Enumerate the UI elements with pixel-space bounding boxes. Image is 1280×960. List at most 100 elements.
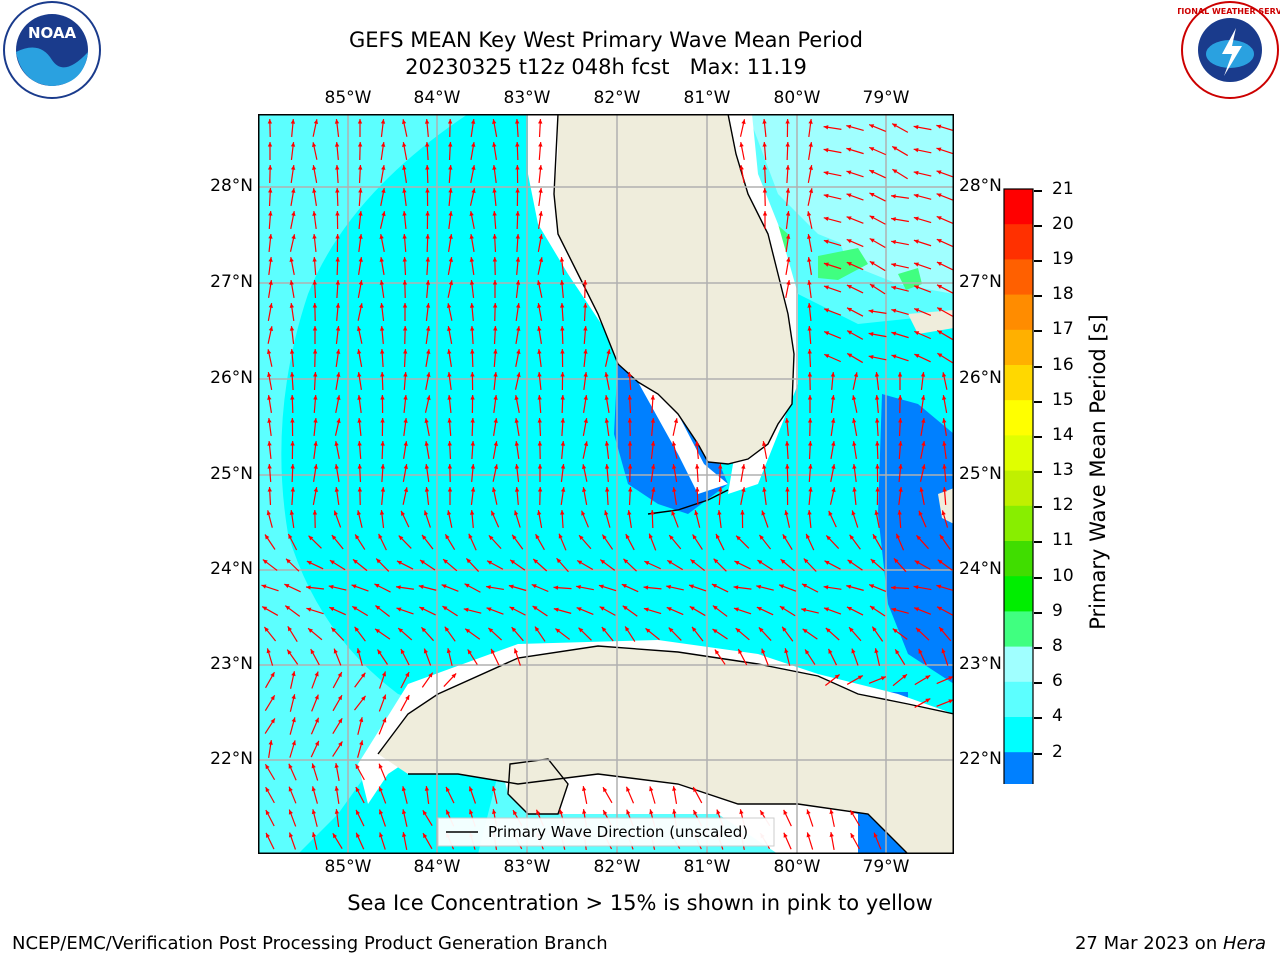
wave-arrow: [688, 584, 707, 592]
wave-arrow: [913, 308, 932, 316]
wave-arrow: [891, 123, 909, 133]
wave-arrow: [380, 394, 385, 414]
colorbar-segment: [1004, 224, 1033, 260]
wave-arrow: [306, 607, 324, 615]
wave-arrow: [599, 559, 616, 571]
wave-arrow: [690, 558, 705, 572]
wave-arrow: [868, 676, 887, 684]
wave-arrow: [827, 648, 838, 666]
wave-arrow: [447, 371, 452, 391]
wave-arrow: [425, 302, 431, 322]
wave-arrow: [492, 464, 499, 482]
wave-arrow: [335, 233, 340, 253]
map-legend: Primary Wave Direction (unscaled): [437, 817, 775, 847]
wave-arrow: [601, 626, 614, 642]
lon-label-bottom: 84°W: [413, 857, 461, 877]
wave-arrow: [914, 698, 931, 708]
wave-arrow: [422, 809, 433, 827]
wave-arrow: [807, 417, 813, 437]
wave-arrow: [576, 560, 594, 570]
wave-arrow: [335, 349, 341, 367]
lat-label-right: 24°N: [959, 559, 1002, 579]
wave-arrow: [806, 832, 814, 850]
wave-arrow: [643, 585, 662, 590]
wave-arrow: [936, 261, 954, 271]
wave-arrow: [734, 560, 751, 570]
wave-arrow: [491, 786, 498, 804]
wave-arrow: [823, 239, 842, 247]
wave-arrow: [380, 142, 386, 160]
wave-arrow: [267, 372, 273, 390]
colorbar-tick-label: 15: [1052, 390, 1074, 410]
wave-arrow: [898, 463, 903, 483]
wave-arrow: [823, 262, 842, 270]
wave-arrow: [470, 325, 475, 345]
coastline-isla-juventud: [507, 758, 569, 815]
wave-arrow: [266, 349, 273, 367]
wave-arrow: [913, 147, 932, 154]
wave-arrow: [823, 125, 842, 130]
chart-title-line2: 20230325 t12z 048h fcst Max: 11.19: [405, 55, 807, 79]
wave-arrow: [289, 280, 295, 298]
wave-arrow: [538, 118, 543, 138]
wave-arrow: [537, 348, 542, 368]
wave-arrow: [873, 832, 882, 850]
wave-arrow: [830, 418, 836, 436]
wave-arrow: [869, 260, 886, 272]
wave-arrow: [807, 165, 813, 183]
wave-arrow: [627, 371, 632, 391]
wave-arrow: [869, 169, 886, 179]
wave-arrow: [287, 533, 298, 551]
wave-arrow: [267, 164, 273, 184]
wave-arrow: [285, 558, 300, 572]
wave-arrow: [874, 371, 880, 391]
wave-arrow: [938, 626, 952, 642]
wave-arrow: [847, 559, 863, 571]
wave-arrow: [762, 211, 768, 229]
colorbar-tick-label: 11: [1052, 530, 1074, 550]
wave-arrow: [357, 440, 362, 460]
wave-arrow: [559, 279, 565, 299]
wave-arrow: [332, 694, 343, 712]
wave-arrow: [335, 210, 340, 230]
wave-arrow: [942, 486, 947, 506]
wave-arrow: [268, 256, 273, 276]
wave-arrow: [358, 210, 363, 230]
wave-arrow: [492, 164, 497, 184]
wave-arrow: [509, 606, 526, 616]
wave-arrow: [424, 395, 431, 413]
wave-arrow: [403, 417, 408, 437]
lon-label-bottom: 80°W: [773, 857, 821, 877]
wave-arrow: [380, 165, 386, 183]
wave-arrow: [560, 509, 565, 529]
wave-arrow: [313, 371, 318, 391]
colorbar-segment: [1004, 329, 1033, 366]
wave-arrow: [537, 371, 542, 391]
footer-date: 27 Mar 2023 on: [1074, 933, 1223, 954]
wave-arrow: [823, 285, 842, 293]
wave-arrow: [288, 832, 297, 850]
wave-arrow: [284, 583, 301, 593]
wave-arrow: [560, 487, 566, 505]
wave-arrow: [875, 417, 880, 437]
wave-arrow: [894, 649, 906, 665]
wave-arrow: [421, 672, 434, 688]
wave-arrow: [446, 303, 453, 321]
wave-arrow: [762, 141, 767, 161]
wave-arrow: [582, 395, 588, 413]
wave-arrow: [805, 533, 815, 551]
wave-arrow: [758, 534, 772, 550]
wave-arrow: [913, 193, 932, 200]
wave-arrow: [942, 440, 947, 460]
wave-arrow: [891, 194, 909, 199]
wave-arrow: [554, 628, 571, 640]
colorbar-segment: [1004, 505, 1033, 542]
wave-arrow: [846, 170, 864, 178]
wave-arrow: [515, 187, 520, 207]
wave-arrow: [785, 280, 791, 298]
wave-arrow: [306, 560, 324, 570]
wave-arrow: [781, 626, 794, 642]
ocean-blue-east: [878, 394, 954, 684]
wave-arrow: [379, 234, 385, 252]
wave-arrow: [537, 464, 543, 482]
